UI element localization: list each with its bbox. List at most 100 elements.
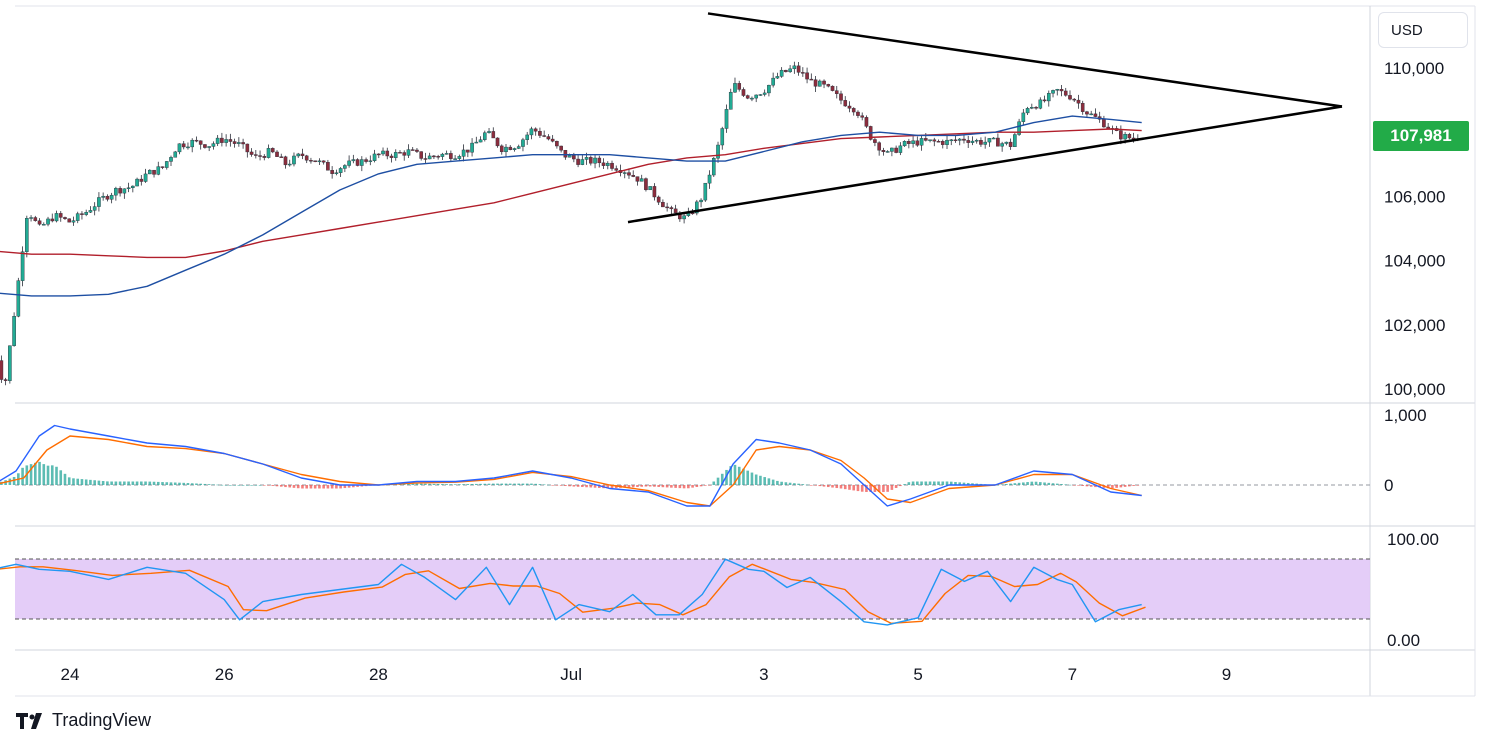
macd-histogram-bar: [848, 485, 851, 490]
candle: [665, 202, 669, 212]
candle-body: [792, 65, 797, 70]
candle: [499, 144, 504, 155]
candle: [877, 141, 881, 156]
macd-histogram-bar: [797, 483, 800, 485]
candle: [627, 168, 631, 179]
candle: [415, 147, 419, 153]
branding[interactable]: TradingView: [16, 710, 151, 731]
candle-body: [516, 146, 521, 149]
macd-histogram-bar: [1132, 485, 1135, 486]
currency-badge[interactable]: USD: [1378, 12, 1468, 48]
macd-histogram-bar: [89, 479, 92, 485]
candle-body: [143, 173, 148, 182]
candle-body: [453, 158, 457, 160]
macd-histogram-bar: [869, 485, 872, 492]
candle-body: [851, 108, 856, 113]
candle: [996, 133, 1000, 147]
candle-body: [300, 153, 305, 157]
candle-body: [644, 178, 648, 191]
candle: [360, 156, 364, 172]
macd-histogram-bar: [313, 485, 317, 489]
candle-body: [750, 97, 754, 100]
candle-body: [385, 150, 390, 157]
candle: [84, 209, 88, 217]
macd-histogram-bar: [59, 470, 63, 485]
macd-histogram-bar: [568, 485, 571, 487]
candle: [741, 87, 746, 97]
macd-histogram-bar: [1068, 484, 1072, 486]
candle: [33, 215, 38, 222]
macd-histogram-bar: [640, 485, 643, 487]
macd-histogram-bar: [123, 481, 126, 485]
candle: [936, 139, 941, 143]
macd-histogram-bar: [559, 485, 563, 486]
macd-histogram-bar: [665, 485, 669, 488]
candle: [953, 135, 958, 143]
brand-name: TradingView: [52, 710, 152, 730]
candle-body: [936, 140, 941, 143]
candle: [389, 153, 394, 163]
macd-histogram-bar: [1047, 482, 1051, 485]
candle-body: [84, 212, 88, 215]
macd-histogram-bar: [322, 485, 325, 489]
candle: [508, 145, 513, 151]
macd-histogram-bar: [831, 485, 834, 488]
candle: [711, 156, 716, 178]
macd-histogram-bar: [720, 473, 724, 485]
macd-histogram-bar: [296, 485, 300, 489]
macd-histogram-bar: [445, 484, 448, 485]
macd-histogram-bar: [928, 481, 932, 485]
candle-body: [1034, 107, 1038, 109]
candle-body: [105, 195, 110, 200]
candle: [860, 112, 865, 121]
candle-body: [695, 201, 699, 214]
candle: [419, 151, 423, 161]
macd-histogram-bar: [262, 485, 266, 486]
candle: [364, 157, 368, 164]
x-tick-label: Jul: [560, 665, 582, 684]
candle: [817, 79, 822, 87]
macd-histogram-bar: [233, 485, 236, 486]
candle-body: [194, 139, 199, 142]
candle-body: [177, 143, 182, 153]
macd-histogram-bar: [284, 485, 287, 488]
candle-body: [953, 139, 958, 142]
candle: [186, 142, 190, 150]
macd-signal-line: [0, 435, 1142, 507]
macd-histogram-bar: [508, 483, 512, 485]
candle-body: [542, 135, 546, 137]
macd-histogram-bar: [733, 464, 737, 485]
candle-body: [898, 145, 903, 153]
candle: [809, 73, 814, 81]
macd-histogram-bar: [920, 481, 923, 485]
candle-body: [80, 213, 84, 215]
candle: [525, 131, 530, 145]
macd-histogram-bar: [110, 481, 113, 485]
candle-body: [393, 152, 398, 158]
candle-body: [432, 155, 436, 158]
macd-histogram-bar: [1064, 484, 1068, 486]
trendline-upper: [707, 12, 1343, 108]
candle-body: [228, 139, 233, 142]
macd-histogram-bar: [907, 482, 911, 485]
candle: [724, 104, 729, 133]
candle: [771, 72, 775, 88]
candle-body: [525, 134, 530, 140]
candle: [801, 67, 805, 77]
macd-histogram-bar: [500, 483, 504, 485]
candle: [41, 222, 46, 226]
candle: [970, 136, 975, 146]
candle-body: [864, 117, 869, 127]
macd-histogram-bar: [551, 485, 554, 486]
candle-body: [126, 187, 131, 189]
candle: [207, 146, 211, 152]
candle: [597, 155, 602, 168]
macd-histogram-bar: [326, 485, 330, 489]
candle: [699, 198, 703, 208]
macd-histogram-bar: [271, 485, 275, 486]
candle-body: [135, 178, 139, 187]
candle-body: [402, 152, 407, 156]
macd-histogram-bar: [1000, 484, 1004, 485]
tradingview-logo-icon: [16, 712, 42, 729]
